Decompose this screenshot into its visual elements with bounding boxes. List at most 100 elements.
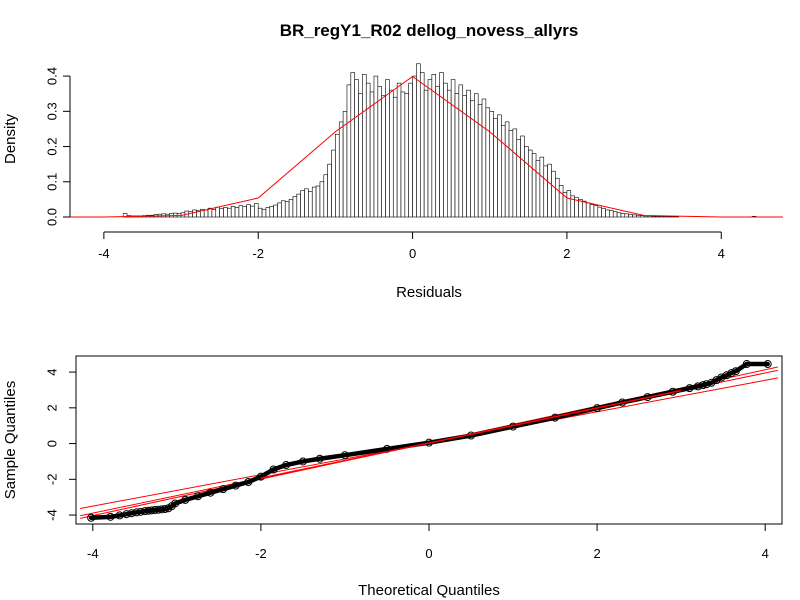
qq-y-tick-label: 2 bbox=[45, 404, 60, 411]
histogram-x-tick-label: -2 bbox=[252, 246, 264, 261]
qq-point bbox=[87, 513, 96, 522]
qq-point bbox=[693, 382, 702, 391]
histogram-panel: -4 -2 0 2 4 0.0 0.1 0.2 0.3 0.4 Residuals Densit… bbox=[2, 63, 784, 301]
histogram-bar bbox=[481, 98, 487, 218]
qq-x-tick-label: 4 bbox=[762, 546, 769, 561]
histogram-bar bbox=[450, 79, 456, 218]
histogram-bar bbox=[250, 205, 255, 218]
histogram-bar bbox=[466, 89, 471, 218]
histogram-x-axis: -4 -2 0 2 4 bbox=[98, 231, 725, 261]
histogram-x-tick-label: 2 bbox=[563, 246, 570, 261]
histogram-bar bbox=[423, 89, 429, 218]
histogram-bar bbox=[582, 200, 587, 218]
histogram-bar bbox=[477, 103, 483, 218]
histogram-bar bbox=[427, 79, 433, 218]
histogram-bar bbox=[335, 133, 340, 218]
histogram-x-axis-label: Residuals bbox=[396, 284, 462, 301]
histogram-bar bbox=[304, 188, 309, 218]
qq-point bbox=[282, 461, 291, 470]
histogram-y-tick-label: 0.2 bbox=[45, 138, 60, 156]
qq-point bbox=[340, 451, 349, 460]
qq-point bbox=[742, 360, 751, 369]
histogram-bar bbox=[508, 130, 514, 218]
histogram-bar bbox=[389, 89, 394, 218]
histogram-bar bbox=[396, 82, 402, 218]
qq-y-tick-label: 0 bbox=[45, 440, 60, 447]
qq-point bbox=[315, 454, 324, 463]
histogram-bar bbox=[520, 135, 525, 218]
histogram-bar bbox=[558, 184, 564, 218]
histogram-bar bbox=[597, 206, 602, 218]
histogram-x-tick-label: -4 bbox=[98, 246, 110, 261]
histogram-bar bbox=[531, 153, 537, 218]
histogram-bar bbox=[385, 79, 390, 218]
histogram-bar bbox=[659, 215, 664, 218]
histogram-bar bbox=[331, 149, 336, 218]
histogram-bar bbox=[620, 213, 626, 218]
qq-point bbox=[231, 481, 240, 490]
histogram-x-tick-label: 4 bbox=[718, 246, 725, 261]
histogram-bar bbox=[501, 125, 506, 218]
histogram-bar bbox=[373, 75, 379, 218]
histogram-bar bbox=[369, 91, 375, 218]
histogram-bar bbox=[632, 214, 637, 218]
histogram-bar bbox=[528, 149, 533, 218]
histogram-bar bbox=[211, 209, 217, 218]
qq-reference-line-overlay bbox=[260, 389, 682, 479]
histogram-bar bbox=[377, 86, 382, 218]
qq-point bbox=[219, 485, 228, 494]
qq-point bbox=[731, 367, 740, 376]
histogram-bar bbox=[589, 204, 595, 218]
histogram-y-axis-label: Density bbox=[2, 113, 19, 164]
histogram-bar bbox=[265, 207, 271, 218]
histogram-bar bbox=[585, 202, 591, 218]
qq-point bbox=[206, 488, 215, 497]
qq-point bbox=[712, 376, 721, 385]
qq-point bbox=[298, 457, 307, 466]
histogram-bar bbox=[609, 210, 614, 218]
histogram-bar bbox=[431, 74, 437, 218]
histogram-bar bbox=[234, 207, 240, 218]
qq-y-axis: -4 -2 0 2 4 bbox=[45, 368, 76, 521]
histogram-bar bbox=[512, 128, 518, 218]
qq-point bbox=[722, 371, 731, 380]
qq-panel: -4 -2 0 2 4 -4 -2 0 2 4 Theoretical Quantiles Sa… bbox=[2, 355, 783, 599]
qq-point bbox=[727, 368, 736, 377]
histogram-bar bbox=[203, 209, 209, 218]
qq-point bbox=[132, 508, 141, 517]
histogram-bar bbox=[281, 200, 286, 218]
histogram-bar bbox=[616, 212, 622, 218]
histogram-bar bbox=[419, 72, 425, 218]
qq-x-tick-label: -2 bbox=[255, 546, 267, 561]
qq-y-tick-label: -4 bbox=[45, 509, 60, 521]
histogram-bar bbox=[342, 111, 348, 218]
histogram-x-tick-label: 0 bbox=[409, 246, 416, 261]
qq-point bbox=[171, 499, 180, 508]
histogram-bar bbox=[443, 82, 448, 218]
qq-point bbox=[122, 510, 131, 519]
histogram-bar bbox=[555, 177, 560, 218]
histogram-bar bbox=[624, 213, 629, 218]
histogram-bar bbox=[292, 196, 298, 218]
histogram-bar bbox=[300, 190, 305, 218]
histogram-bar bbox=[516, 139, 521, 218]
qq-x-tick-label: 0 bbox=[425, 546, 432, 561]
qq-y-axis-label: Sample Quantiles bbox=[2, 381, 19, 499]
qq-x-tick-label: 2 bbox=[593, 546, 600, 561]
qq-point-band bbox=[88, 361, 770, 520]
histogram-bar bbox=[308, 191, 313, 218]
histogram-bar bbox=[327, 163, 332, 218]
histogram-y-axis: 0.0 0.1 0.2 0.3 0.4 bbox=[45, 67, 71, 226]
histogram-bar bbox=[273, 204, 278, 218]
histogram-bar bbox=[269, 206, 274, 218]
histogram-y-tick-label: 0.4 bbox=[45, 67, 60, 85]
histogram-bar bbox=[288, 199, 294, 218]
histogram-bar bbox=[524, 146, 529, 218]
density-curve bbox=[65, 75, 784, 218]
histogram-bar bbox=[474, 93, 479, 218]
histogram-y-tick-label: 0.0 bbox=[45, 208, 60, 226]
histogram-bar bbox=[277, 202, 282, 218]
qq-point bbox=[161, 504, 170, 513]
histogram-bar bbox=[601, 208, 606, 218]
histogram-bar bbox=[323, 174, 328, 218]
